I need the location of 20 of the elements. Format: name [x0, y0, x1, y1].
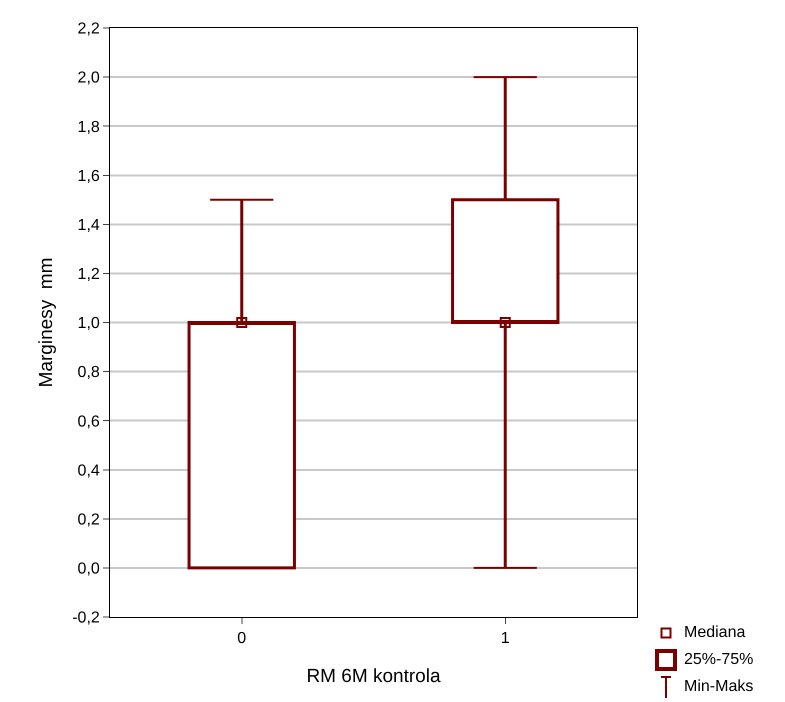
y-tick-label: 1,0 — [78, 315, 100, 332]
y-tick-label: 0,8 — [78, 364, 100, 382]
y-tick-label: 0,2 — [78, 511, 100, 528]
y-axis-title: Marginesy mm — [36, 258, 58, 388]
y-tick-label: -0,2 — [72, 610, 100, 627]
text: Min-Maks — [684, 678, 754, 696]
y-tick-label: 1,4 — [78, 216, 100, 234]
y-tick-label: 1,6 — [78, 168, 100, 185]
y-tick-label: 2,0 — [78, 70, 100, 87]
y-tick-label: 0,4 — [78, 462, 100, 480]
y-tick-label: 1,8 — [78, 118, 100, 136]
y-tick-label: 2,2 — [78, 20, 100, 38]
x-tick-label: 0 — [237, 630, 246, 648]
y-tick-label: 0,0 — [78, 560, 100, 578]
x-axis-title: RM 6M kontrola — [306, 666, 441, 687]
y-tick-label: 1,2 — [78, 266, 100, 284]
text: 25%-75% — [684, 650, 754, 668]
y-tick-label: 0,6 — [78, 413, 100, 430]
x-tick-label: 1 — [500, 630, 510, 648]
legend-label: Mediana — [684, 624, 746, 642]
